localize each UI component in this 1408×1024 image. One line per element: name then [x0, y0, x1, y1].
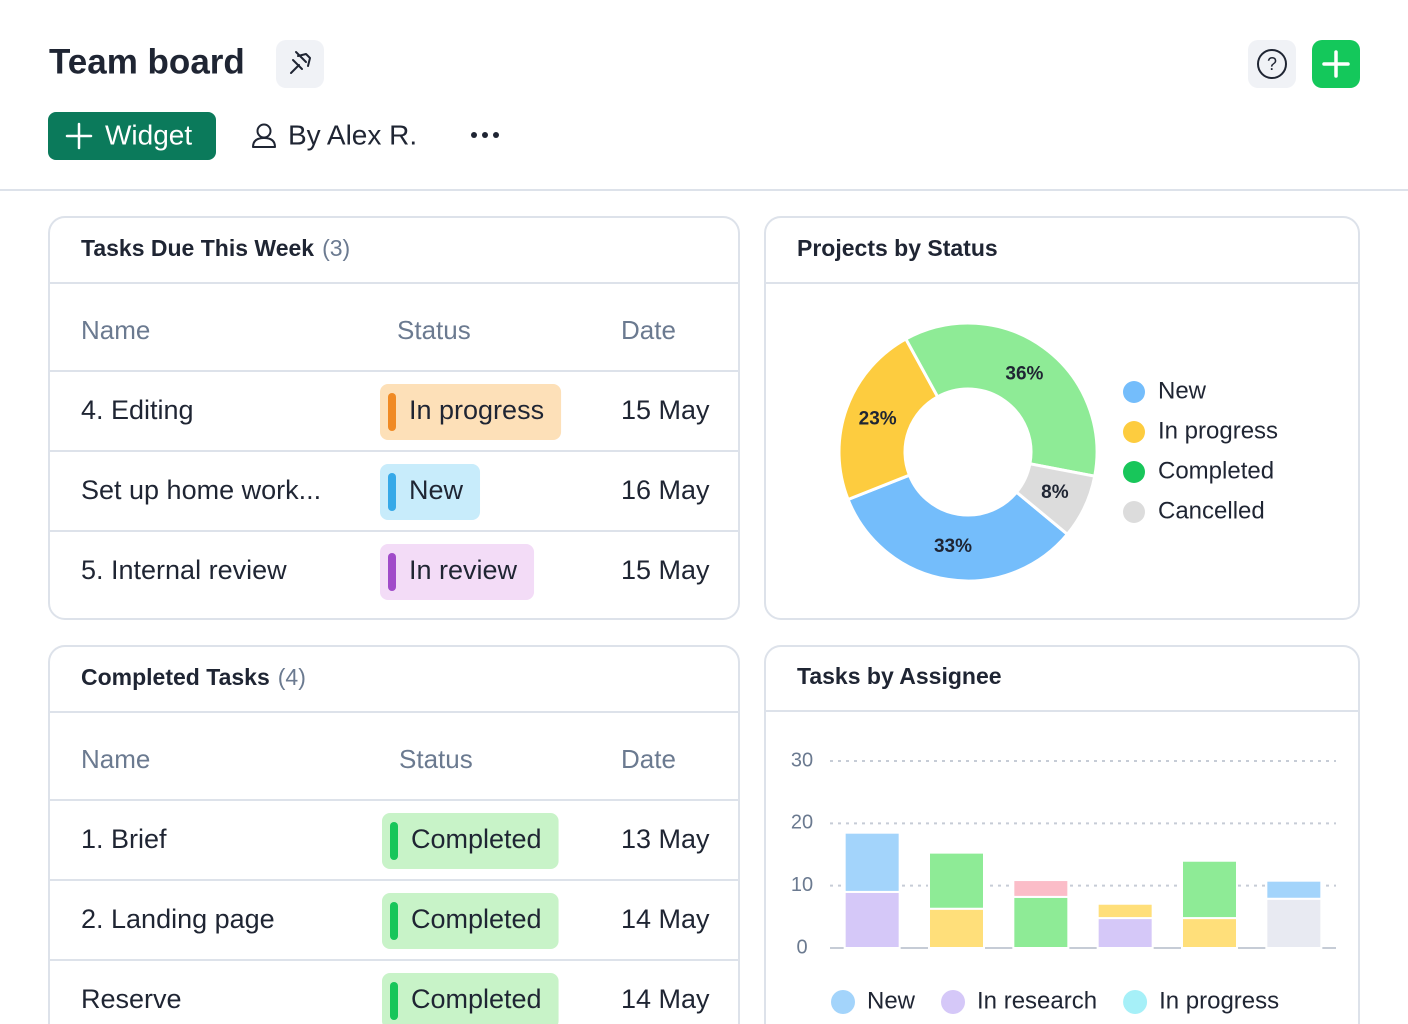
- task-name: Set up home work...: [81, 475, 321, 505]
- legend-swatch: [941, 990, 966, 1014]
- status-pill: [380, 464, 481, 520]
- status-label: Completed: [411, 824, 542, 854]
- widget-button-label: Widget: [105, 119, 192, 150]
- table-count: (3): [322, 235, 350, 261]
- legend-label: In progress: [1158, 417, 1278, 444]
- y-tick-label: 10: [791, 874, 813, 896]
- widget-button[interactable]: Widget: [48, 112, 216, 160]
- bar-segment: [843, 831, 901, 893]
- legend-swatch: [1123, 381, 1145, 403]
- status-marker: [390, 822, 398, 860]
- legend-label: In research: [977, 987, 1097, 1014]
- status-pill: [382, 893, 559, 949]
- status-pill: [380, 544, 535, 600]
- status-marker: [390, 982, 398, 1020]
- column-header: Status: [399, 744, 473, 774]
- bar-segment: [928, 907, 985, 949]
- status-pill: [382, 813, 559, 869]
- slice-label: 33%: [934, 536, 972, 557]
- bar-segment: [1181, 917, 1238, 950]
- bar-segment: [1096, 917, 1154, 950]
- slice-label: 8%: [1041, 482, 1069, 503]
- legend-label: In progress: [1159, 987, 1279, 1014]
- y-tick-label: 30: [791, 749, 813, 771]
- legend-label: Completed: [1158, 457, 1274, 484]
- pie-slice: [1014, 462, 1097, 537]
- pie-slice: [837, 336, 940, 502]
- legend-swatch: [1123, 990, 1148, 1014]
- bar-segment: [1181, 859, 1238, 920]
- help-button[interactable]: ?: [1248, 40, 1296, 88]
- legend-label: New: [1158, 377, 1207, 404]
- bar-segment: [1012, 879, 1070, 898]
- status-label: In review: [409, 555, 518, 585]
- table-count: (4): [278, 664, 306, 690]
- bar-segment: [928, 851, 985, 910]
- status-label: Completed: [411, 984, 542, 1014]
- status-marker: [388, 553, 396, 591]
- column-header: Name: [81, 315, 150, 345]
- legend-label: New: [867, 987, 916, 1014]
- status-marker: [388, 393, 396, 431]
- task-name: Reserve: [81, 984, 182, 1014]
- status-pill: [382, 973, 559, 1024]
- help-icon: ?: [1267, 54, 1277, 74]
- status-label: In progress: [409, 395, 544, 425]
- status-marker: [388, 473, 396, 511]
- column-header: Date: [621, 315, 676, 345]
- chart-title: Projects by Status: [797, 235, 998, 261]
- pie-slice: [903, 321, 1099, 478]
- bar-segment: [843, 890, 901, 950]
- status-marker: [390, 902, 398, 940]
- column-header: Status: [397, 315, 471, 345]
- task-date: 15 May: [621, 555, 710, 585]
- y-tick-label: 0: [796, 936, 807, 958]
- status-pill: [380, 384, 562, 440]
- bar-segment: [1265, 897, 1323, 949]
- y-tick-label: 20: [791, 812, 813, 834]
- legend-swatch: [1123, 501, 1145, 523]
- owner-filter[interactable]: By Alex R.: [252, 119, 417, 150]
- status-label: New: [409, 475, 464, 505]
- bar-segment: [1096, 902, 1154, 920]
- add-button[interactable]: [1312, 40, 1360, 88]
- task-date: 13 May: [621, 824, 710, 854]
- owner-label: By Alex R.: [288, 119, 417, 150]
- legend-label: Cancelled: [1158, 497, 1265, 524]
- task-name: 5. Internal review: [81, 555, 287, 585]
- legend-swatch: [1123, 421, 1145, 443]
- slice-label: 23%: [859, 408, 897, 429]
- task-name: 4. Editing: [81, 395, 194, 425]
- page-title: Team board: [49, 42, 245, 81]
- pin-button[interactable]: [276, 40, 324, 88]
- legend-swatch: [831, 990, 855, 1014]
- table-title: Completed Tasks: [81, 664, 270, 690]
- slice-label: 36%: [1005, 363, 1043, 384]
- bar-segment: [1265, 879, 1323, 900]
- table-title: Tasks Due This Week: [81, 235, 314, 261]
- task-date: 14 May: [621, 904, 710, 934]
- task-date: 14 May: [621, 984, 710, 1014]
- chart-title: Tasks by Assignee: [797, 663, 1002, 689]
- bar-segment: [1012, 895, 1070, 949]
- task-date: 15 May: [621, 395, 710, 425]
- pie-slice: [846, 473, 1070, 583]
- task-name: 2. Landing page: [81, 904, 275, 934]
- status-label: Completed: [411, 904, 542, 934]
- column-header: Name: [81, 744, 150, 774]
- more-button[interactable]: [471, 132, 499, 138]
- task-date: 16 May: [621, 475, 710, 505]
- column-header: Date: [621, 744, 676, 774]
- task-name: 1. Brief: [81, 824, 167, 854]
- legend-swatch: [1123, 461, 1145, 483]
